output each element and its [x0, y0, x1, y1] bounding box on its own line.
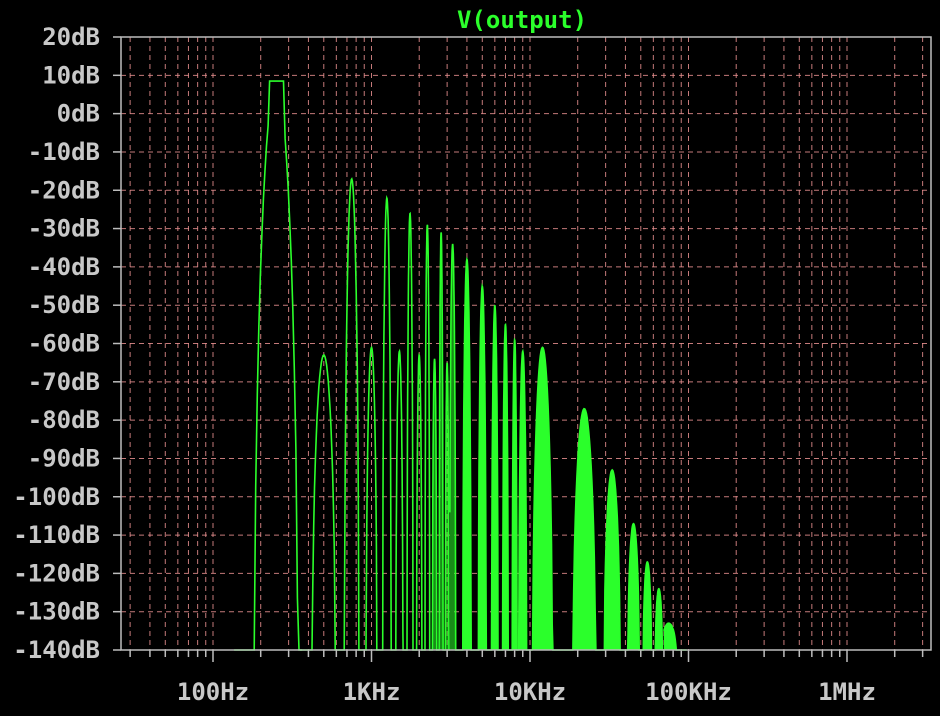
- x-tick-label: 10KHz: [494, 678, 566, 706]
- spectrum-lobe: [404, 211, 415, 651]
- lobe-fill: [663, 623, 687, 650]
- spectrum-lobe: [393, 348, 405, 651]
- trace-fill-group: [430, 232, 687, 650]
- y-tick-label: -50dB: [28, 291, 100, 319]
- y-tick-label: 0dB: [57, 100, 100, 128]
- lobe-fill: [474, 286, 489, 650]
- x-tick-label: 100Hz: [177, 678, 249, 706]
- lobe-fill: [532, 347, 564, 650]
- lobe-fill: [622, 523, 641, 650]
- x-axis-labels: 100Hz 1KHz 10KHz 100KHz 1MHz: [177, 678, 876, 706]
- y-tick-label: -80dB: [28, 406, 100, 434]
- spectrum-lobe: [337, 177, 362, 651]
- spectrum-lobe: [234, 80, 303, 651]
- spectrum-lobe: [299, 353, 338, 651]
- lobe-fill: [459, 259, 475, 650]
- y-tick-label: 10dB: [42, 61, 100, 89]
- x-tick-label: 1MHz: [818, 678, 876, 706]
- y-tick-label: -140dB: [13, 636, 100, 664]
- chart-title: V(output): [457, 6, 587, 34]
- y-tick-label: -60dB: [28, 330, 100, 358]
- y-tick-label: -100dB: [13, 483, 100, 511]
- y-tick-label: -90dB: [28, 444, 100, 472]
- y-axis-labels: 20dB 10dB 0dB -10dB -20dB -30dB -40dB -50dB -60d…: [13, 23, 100, 664]
- y-tick-label: -110dB: [13, 521, 100, 549]
- y-tick-label: -70dB: [28, 368, 100, 396]
- x-tick-label: 1KHz: [343, 678, 401, 706]
- axis-ticks: [113, 36, 924, 662]
- y-tick-label: -30dB: [28, 215, 100, 243]
- y-tick-label: -130dB: [13, 598, 100, 626]
- y-tick-label: -20dB: [28, 176, 100, 204]
- trace-group: [234, 80, 687, 651]
- spectrum-lobe: [423, 224, 431, 651]
- y-tick-label: -40dB: [28, 253, 100, 281]
- y-tick-label: -10dB: [28, 138, 100, 166]
- y-tick-label: 20dB: [42, 23, 100, 51]
- x-tick-label: 100KHz: [645, 678, 732, 706]
- spectrum-lobe: [379, 194, 394, 651]
- lobe-fill: [563, 408, 599, 650]
- y-tick-label: -120dB: [13, 559, 100, 587]
